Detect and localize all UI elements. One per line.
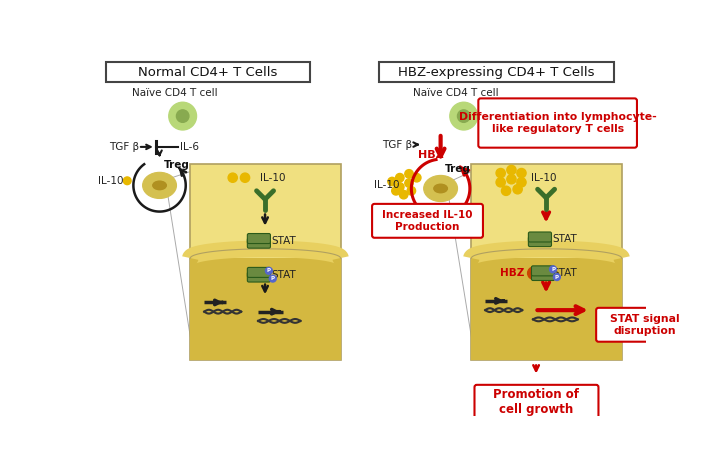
Text: Increased IL-10
Production: Increased IL-10 Production <box>382 210 473 232</box>
Circle shape <box>496 169 505 178</box>
Ellipse shape <box>434 184 447 193</box>
FancyBboxPatch shape <box>372 204 483 238</box>
Text: IL-10: IL-10 <box>374 180 400 190</box>
FancyBboxPatch shape <box>248 234 271 243</box>
Text: HBZ-expressing CD4+ T Cells: HBZ-expressing CD4+ T Cells <box>398 66 595 79</box>
Text: Treg: Treg <box>163 160 189 170</box>
Circle shape <box>496 178 505 187</box>
Circle shape <box>395 183 404 191</box>
FancyBboxPatch shape <box>248 272 271 282</box>
FancyBboxPatch shape <box>472 258 621 360</box>
FancyBboxPatch shape <box>379 62 614 82</box>
Text: P: P <box>267 269 271 273</box>
Circle shape <box>507 165 516 175</box>
FancyBboxPatch shape <box>528 232 552 242</box>
Circle shape <box>168 102 197 130</box>
Circle shape <box>407 186 415 195</box>
Ellipse shape <box>423 176 457 202</box>
Text: P: P <box>555 275 559 280</box>
Circle shape <box>405 179 413 187</box>
FancyBboxPatch shape <box>474 385 598 419</box>
Circle shape <box>266 268 272 274</box>
Circle shape <box>549 266 557 273</box>
Text: TGF β: TGF β <box>109 142 139 152</box>
Circle shape <box>457 110 470 122</box>
Text: Normal CD4+ T Cells: Normal CD4+ T Cells <box>138 66 277 79</box>
Ellipse shape <box>153 181 166 190</box>
FancyBboxPatch shape <box>528 237 552 247</box>
FancyBboxPatch shape <box>106 62 310 82</box>
Circle shape <box>240 173 250 182</box>
Text: HBZ: HBZ <box>418 149 444 160</box>
Text: Differentiation into lymphocyte-
like regulatory T cells: Differentiation into lymphocyte- like re… <box>459 112 657 134</box>
FancyBboxPatch shape <box>478 99 637 148</box>
Text: STAT: STAT <box>271 236 296 246</box>
Text: IL-10: IL-10 <box>531 173 557 183</box>
Text: HBZ: HBZ <box>500 268 525 278</box>
Circle shape <box>123 177 131 184</box>
Text: Treg: Treg <box>444 164 470 174</box>
Circle shape <box>392 186 400 195</box>
Text: IL-6: IL-6 <box>179 142 199 152</box>
Circle shape <box>405 170 413 178</box>
Circle shape <box>400 191 408 199</box>
Circle shape <box>513 184 522 194</box>
FancyBboxPatch shape <box>596 308 693 342</box>
Circle shape <box>388 177 396 186</box>
FancyBboxPatch shape <box>531 270 554 281</box>
Text: TGF β: TGF β <box>382 140 413 149</box>
Text: IL-10: IL-10 <box>260 173 285 183</box>
Circle shape <box>501 186 510 195</box>
Circle shape <box>554 274 560 281</box>
Text: STAT signal
disruption: STAT signal disruption <box>610 314 680 336</box>
Text: STAT: STAT <box>271 270 296 280</box>
FancyBboxPatch shape <box>531 266 554 276</box>
Text: Promotion of
cell growth: Promotion of cell growth <box>493 388 580 416</box>
Circle shape <box>507 175 516 184</box>
Circle shape <box>517 169 526 178</box>
Ellipse shape <box>143 172 176 198</box>
Text: STAT: STAT <box>552 234 577 244</box>
FancyBboxPatch shape <box>190 258 341 360</box>
FancyBboxPatch shape <box>190 164 341 360</box>
Circle shape <box>450 102 477 130</box>
FancyBboxPatch shape <box>248 268 271 277</box>
Text: Naïve CD4 T cell: Naïve CD4 T cell <box>413 88 498 99</box>
Text: IL-10: IL-10 <box>98 176 123 186</box>
Circle shape <box>528 267 540 279</box>
Circle shape <box>395 173 404 182</box>
FancyBboxPatch shape <box>472 164 621 360</box>
Circle shape <box>176 110 189 122</box>
Circle shape <box>413 173 421 182</box>
Circle shape <box>228 173 238 182</box>
FancyBboxPatch shape <box>248 238 271 248</box>
Text: STAT: STAT <box>552 268 577 278</box>
Text: P: P <box>271 276 275 281</box>
Text: Naïve CD4 T cell: Naïve CD4 T cell <box>132 88 217 99</box>
Circle shape <box>517 178 526 187</box>
Text: P: P <box>551 267 555 272</box>
Circle shape <box>269 275 276 282</box>
